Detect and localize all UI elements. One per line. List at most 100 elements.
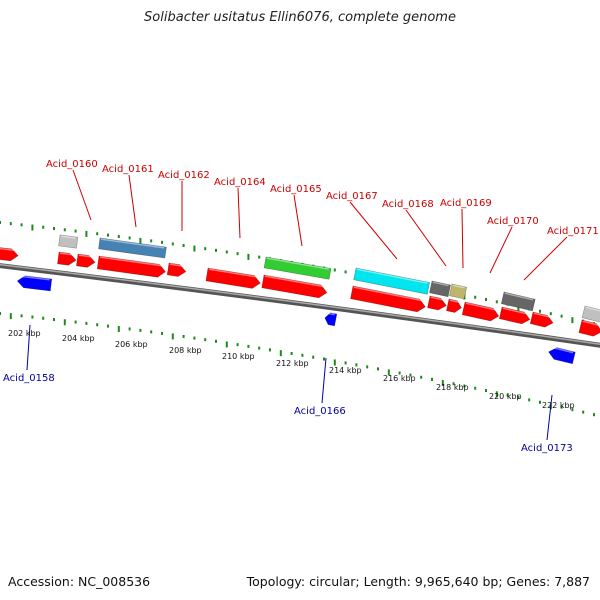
- cds-arrow-shine: [208, 268, 260, 279]
- cds-arrow: [57, 251, 77, 266]
- gene-box-shape: [353, 267, 430, 295]
- gene-box: [429, 280, 451, 298]
- scale-label: 214 kbp: [329, 366, 362, 375]
- gene-box-shine: [585, 306, 600, 313]
- gc-content-ticks-inner: [0, 312, 595, 417]
- gene-label-acid-0161[interactable]: Acid_0161: [102, 164, 154, 175]
- gene-label-acid-0166[interactable]: Acid_0166: [294, 406, 346, 417]
- cds-arrow-shape: [57, 251, 77, 266]
- gene-label-acid-0170[interactable]: Acid_0170: [487, 216, 539, 227]
- cds-arrow-shine: [465, 302, 499, 312]
- gene-box-shape: [58, 234, 79, 249]
- reverse-cds-arrow-shape: [548, 347, 576, 365]
- cds-arrow: [446, 298, 462, 313]
- genome-backbone-highlight: [0, 263, 600, 346]
- callout-line-forward: [349, 201, 398, 260]
- callout-line-forward: [461, 208, 464, 269]
- gene-labels-reverse: Acid_0158 Acid_0166 Acid_0173: [3, 373, 573, 454]
- gene-label-acid-0162[interactable]: Acid_0162: [158, 170, 210, 181]
- cds-arrow-shape: [498, 306, 531, 325]
- gene-box: [500, 291, 536, 312]
- cds-arrow: [261, 274, 328, 299]
- cds-arrow-shine: [78, 254, 94, 258]
- reverse-cds-arrow: [548, 346, 576, 365]
- gene-box-shine: [100, 238, 165, 249]
- gene-label-acid-0165[interactable]: Acid_0165: [270, 184, 322, 195]
- gene-box-shine: [356, 268, 428, 284]
- gene-box-shape: [500, 291, 536, 312]
- genome-backbone: [0, 263, 600, 348]
- reverse-cds-arrow-shine: [18, 275, 50, 281]
- gene-box-shape: [98, 237, 167, 259]
- cds-arrow-shape: [350, 285, 426, 313]
- scale-label: 216 kbp: [383, 374, 416, 383]
- genome-summary-text: Topology: circular; Length: 9,965,640 bp…: [246, 574, 590, 589]
- cds-arrow: [529, 311, 554, 328]
- reverse-cds-arrow-shape: [324, 312, 338, 327]
- cds-arrow: [166, 262, 187, 277]
- gene-label-acid-0160[interactable]: Acid_0160: [46, 159, 98, 170]
- cds-arrow-shape: [578, 319, 600, 337]
- gene-box-shape: [429, 280, 451, 298]
- gene-box-shape: [581, 305, 600, 323]
- callout-line-forward: [523, 236, 568, 281]
- gene-box: [58, 234, 79, 249]
- cds-arrow-shape: [205, 267, 261, 289]
- cds-arrow-shine: [169, 263, 185, 268]
- callout-line-forward: [405, 209, 447, 267]
- scale-label: 202 kbp: [8, 329, 41, 338]
- gene-box-shine: [432, 281, 449, 287]
- cds-arrow-shape: [529, 311, 554, 328]
- gene-box-shine: [504, 292, 534, 301]
- gene-features: [0, 234, 600, 365]
- gene-label-acid-0171[interactable]: Acid_0171: [547, 226, 599, 237]
- reverse-cds-arrow-shine: [326, 312, 335, 316]
- scale-label: 206 kbp: [115, 340, 148, 349]
- gene-label-acid-0158[interactable]: Acid_0158: [3, 373, 55, 384]
- cds-arrow-shine: [0, 247, 17, 252]
- cds-arrow: [350, 285, 426, 313]
- cds-arrow-shape: [96, 255, 166, 278]
- gene-box: [353, 267, 430, 295]
- cds-arrow: [578, 319, 600, 337]
- cds-arrow-shine: [59, 252, 75, 256]
- gene-box-shine: [452, 284, 465, 289]
- scale-label: 218 kbp: [436, 383, 469, 392]
- cds-arrow-shape: [0, 246, 19, 262]
- cds-arrow-shine: [449, 299, 461, 304]
- label-callout-lines: [26, 169, 568, 441]
- cds-arrow-shape: [261, 274, 328, 299]
- gene-box: [581, 305, 600, 323]
- scale-label: 222 kbp: [542, 401, 575, 410]
- reverse-cds-arrow: [324, 312, 338, 327]
- gene-box: [98, 237, 167, 259]
- cds-arrow-shape: [427, 295, 447, 311]
- reverse-cds-arrow: [16, 275, 53, 292]
- callout-line-reverse: [546, 394, 553, 441]
- cds-arrow-shape: [461, 301, 500, 322]
- gene-label-acid-0168[interactable]: Acid_0168: [382, 199, 434, 210]
- cds-arrow: [0, 246, 19, 262]
- cds-arrow-shine: [582, 320, 600, 327]
- gene-label-acid-0173[interactable]: Acid_0173: [521, 443, 573, 454]
- callout-line-forward: [237, 187, 241, 239]
- scale-labels: 202 kbp 204 kbp 206 kbp 208 kbp 210 kbp …: [8, 329, 575, 410]
- gene-box-shine: [60, 235, 76, 239]
- gene-box-shine: [266, 257, 329, 270]
- gene-label-acid-0167[interactable]: Acid_0167: [326, 191, 378, 202]
- gene-label-acid-0169[interactable]: Acid_0169: [440, 198, 492, 209]
- callout-line-forward: [128, 174, 137, 228]
- cds-arrow: [461, 301, 500, 322]
- callout-line-forward: [72, 169, 92, 221]
- callout-line-reverse: [26, 324, 31, 371]
- gene-box-shape: [263, 256, 332, 280]
- cds-arrow-shape: [76, 253, 96, 268]
- cds-arrow: [498, 306, 531, 325]
- scale-label: 220 kbp: [489, 392, 522, 401]
- gene-label-acid-0164[interactable]: Acid_0164: [214, 177, 266, 188]
- cds-arrow-shine: [430, 296, 446, 302]
- cds-arrow: [427, 295, 447, 311]
- cds-arrow: [96, 255, 166, 278]
- callout-line-forward: [293, 194, 303, 247]
